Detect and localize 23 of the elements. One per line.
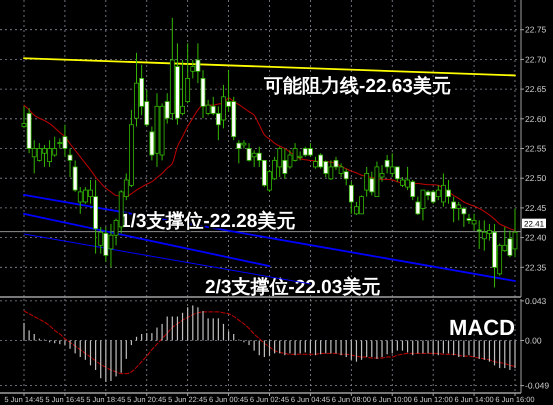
candlestick (68, 148, 72, 178)
y-tick-label: 22.40 (525, 232, 547, 243)
y-tick-label: 22.50 (525, 173, 547, 184)
y-tick-label: 22.35 (525, 262, 547, 272)
y-tick-label: 22.65 (525, 84, 547, 94)
series-label: 可能阻力线-22.63美元 (263, 75, 451, 97)
line-series (24, 310, 516, 374)
y-tick-label: 0.043 (525, 296, 547, 306)
y-tick-label: 22.70 (525, 54, 547, 64)
candlestick (348, 181, 354, 214)
candlestick (476, 220, 482, 250)
ref-line-label: 22.41 (524, 219, 545, 228)
y-tick-label: 22.55 (525, 143, 547, 154)
y-tick-label: 22.60 (525, 114, 547, 124)
candlestick (72, 160, 78, 192)
line-series (24, 98, 516, 231)
series-label: 2/3支撑位-22.03美元 (205, 276, 380, 298)
y-tick-label: 22.75 (525, 24, 547, 35)
y-tick-label: -0.049 (525, 380, 550, 391)
y-tick-label: 0.00 (525, 335, 542, 346)
candlestick (185, 42, 190, 104)
annotation: MACD (449, 315, 515, 340)
y-tick-label: 22.45 (525, 202, 547, 213)
